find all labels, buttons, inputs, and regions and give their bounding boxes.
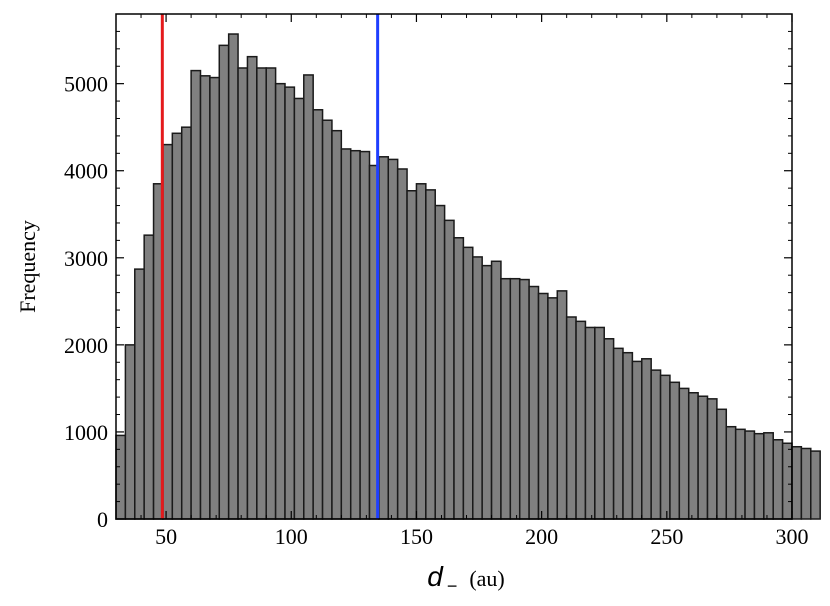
- histogram-bar: [227, 33, 239, 520]
- histogram-bar: [575, 320, 587, 520]
- x-tick-label: 250: [650, 524, 683, 549]
- histogram-bar: [584, 326, 596, 520]
- histogram-bar: [810, 450, 821, 520]
- histogram-bar: [378, 156, 390, 520]
- histogram-bar: [716, 408, 728, 520]
- histogram-bar: [180, 126, 192, 520]
- histogram-bar: [265, 67, 277, 520]
- histogram-bar: [734, 428, 746, 520]
- histogram-bar: [321, 119, 333, 520]
- x-tick-label: 100: [275, 524, 308, 549]
- x-axis-label: d − (au): [427, 561, 505, 596]
- histogram-bar: [518, 278, 530, 520]
- histogram-bar: [481, 264, 493, 520]
- histogram-bar: [443, 219, 455, 520]
- x-axis-label-unit: (au): [469, 566, 504, 591]
- histogram-bar: [697, 395, 709, 520]
- histogram-bar: [396, 168, 408, 520]
- histogram-bar: [763, 432, 774, 520]
- histogram-bar: [800, 447, 812, 520]
- histogram-bar: [134, 268, 145, 520]
- histogram-bar: [274, 82, 286, 520]
- histogram-bar: [199, 75, 211, 520]
- histogram-bar: [490, 260, 502, 520]
- histogram-bar: [659, 374, 671, 520]
- x-axis-label-symbol: d: [427, 561, 444, 592]
- histogram-bar: [293, 97, 305, 520]
- histogram-bar: [678, 387, 690, 520]
- histogram-bar: [462, 246, 474, 520]
- histogram-bar: [284, 86, 296, 520]
- histogram-bar: [500, 277, 512, 520]
- x-axis-label-subscript: −: [447, 576, 458, 596]
- histogram-bar: [246, 55, 258, 520]
- y-tick-label: 0: [97, 507, 108, 532]
- y-axis-label-group: Frequency: [15, 220, 40, 313]
- y-axis-label: Frequency: [15, 220, 40, 313]
- histogram-bar: [706, 398, 718, 520]
- histogram-bar: [434, 204, 446, 520]
- histogram-bar: [631, 360, 643, 520]
- histogram-bar: [349, 149, 361, 520]
- histogram-bar: [124, 344, 136, 520]
- histogram-bar: [565, 316, 577, 520]
- histogram-bar: [528, 285, 540, 520]
- histogram-bar: [162, 143, 174, 520]
- plot-frame: [115, 13, 793, 520]
- histogram-bar: [331, 129, 343, 520]
- histogram-bar: [669, 381, 681, 520]
- histogram-bar: [509, 277, 521, 520]
- y-tick-label: 3000: [64, 246, 108, 271]
- histogram-bar: [115, 434, 127, 520]
- x-tick-label: 150: [400, 524, 433, 549]
- histogram-bar: [143, 234, 155, 520]
- x-tick-label: 300: [776, 524, 809, 549]
- y-tick-label: 2000: [64, 333, 108, 358]
- histogram-bar: [612, 347, 624, 520]
- x-tick-label: 200: [525, 524, 558, 549]
- histogram-bar: [781, 442, 793, 520]
- histogram-bar: [340, 148, 352, 520]
- histogram-bar: [190, 69, 202, 520]
- histogram-bar: [791, 445, 803, 520]
- histogram-bar: [650, 369, 662, 520]
- histogram-bar: [359, 150, 371, 520]
- histogram-bar: [237, 67, 249, 520]
- histogram-bar: [725, 425, 737, 520]
- histogram-bar: [556, 290, 568, 520]
- histogram-bar: [406, 190, 418, 520]
- y-tick-label: 5000: [64, 72, 108, 97]
- histogram-bar: [537, 292, 549, 520]
- histogram-bar: [312, 109, 324, 520]
- y-tick-label: 4000: [64, 159, 108, 184]
- histogram-bar: [209, 76, 221, 520]
- histogram-bar: [472, 256, 483, 520]
- histogram-bar: [303, 74, 314, 520]
- histogram-bar: [603, 338, 615, 520]
- histogram-bar: [753, 432, 765, 520]
- histogram-bar: [547, 297, 559, 520]
- histogram-bar: [171, 132, 183, 520]
- x-tick-label: 50: [155, 524, 177, 549]
- histogram-bar: [218, 44, 230, 520]
- histogram-bar: [387, 158, 399, 520]
- histogram-bar: [425, 189, 436, 520]
- histogram-bars: [115, 33, 821, 520]
- reference-lines: [160, 14, 380, 519]
- histogram-bar: [594, 326, 605, 520]
- histogram-bar: [641, 358, 652, 520]
- histogram-bar: [622, 351, 634, 520]
- histogram-bar: [415, 183, 427, 520]
- histogram-bar: [744, 430, 756, 520]
- histogram-bar: [687, 392, 699, 520]
- histogram-bar: [453, 237, 465, 520]
- histogram-bar: [772, 439, 784, 520]
- histogram-bar: [256, 67, 267, 520]
- y-tick-label: 1000: [64, 420, 108, 445]
